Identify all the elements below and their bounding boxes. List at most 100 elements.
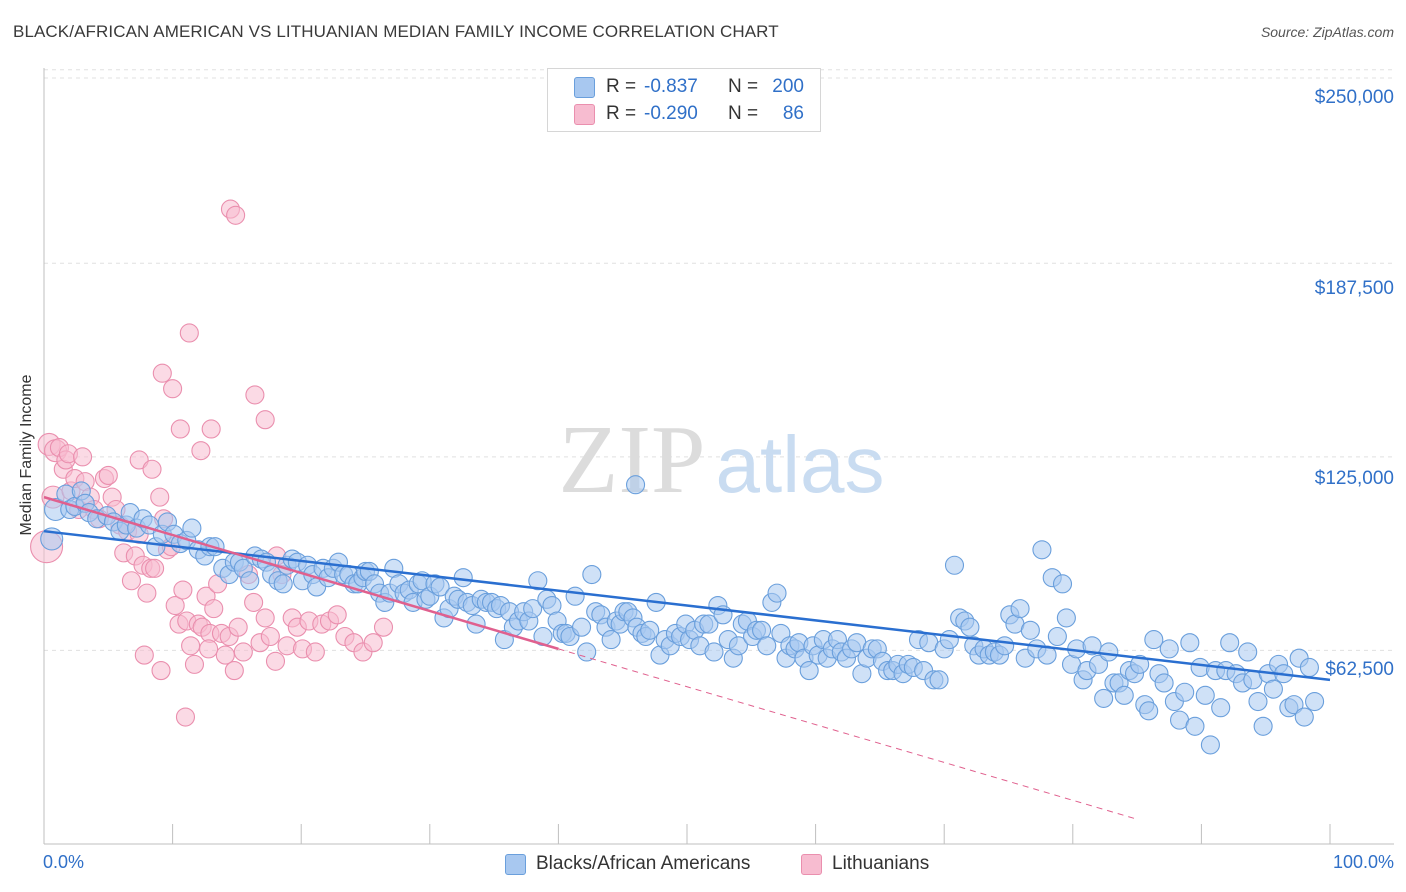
data-point: [199, 639, 219, 659]
data-point: [1190, 657, 1210, 678]
data-point: [255, 608, 275, 628]
data-point: [1056, 608, 1076, 628]
r-value: -0.290: [644, 103, 698, 124]
data-point: [1032, 540, 1052, 560]
data-point: [1180, 633, 1200, 653]
data-point: [373, 617, 394, 637]
data-point: [165, 595, 185, 616]
x-tick-min: 0.0%: [43, 852, 85, 872]
watermark: ZIP atlas: [559, 406, 885, 514]
data-point: [528, 571, 548, 591]
data-point: [1144, 630, 1164, 650]
data-point: [1284, 695, 1304, 715]
data-point: [121, 571, 141, 591]
data-point: [224, 661, 244, 681]
data-point: [929, 670, 949, 690]
data-point: [1305, 691, 1325, 712]
data-point: [363, 633, 383, 653]
data-point: [129, 450, 149, 470]
data-point: [728, 636, 748, 656]
data-point: [1088, 654, 1109, 674]
data-point: [181, 636, 201, 656]
data-point: [215, 645, 235, 665]
data-point: [1294, 707, 1314, 727]
data-point: [233, 642, 253, 662]
data-point: [582, 564, 602, 585]
data-point: [1010, 599, 1030, 619]
data-point: [1185, 716, 1205, 736]
data-point: [1175, 682, 1195, 702]
data-point: [1195, 685, 1215, 705]
data-point: [939, 630, 959, 650]
data-point: [1099, 642, 1119, 662]
r-label: R =: [606, 76, 637, 97]
data-point: [265, 651, 286, 671]
data-point: [1130, 654, 1150, 674]
data-point: [179, 323, 199, 343]
watermark-zip: ZIP: [559, 406, 706, 514]
data-point: [1159, 639, 1179, 659]
data-point: [565, 586, 585, 606]
y-tick-250000: $250,000: [1314, 87, 1394, 108]
data-point: [145, 558, 165, 578]
trend-line-blacks: [43, 529, 1331, 682]
data-point: [1052, 574, 1073, 594]
blue-swatch: [505, 854, 526, 875]
data-point: [523, 599, 543, 619]
data-point: [240, 571, 260, 591]
data-point: [1253, 716, 1273, 736]
y-tick-62500: $62,500: [1325, 659, 1394, 680]
data-point: [305, 642, 325, 662]
data-point: [1047, 626, 1067, 647]
watermark-atlas: atlas: [716, 420, 885, 509]
data-point: [260, 626, 280, 647]
n-value: 86: [782, 103, 804, 124]
data-point: [1020, 620, 1040, 640]
data-point: [277, 636, 297, 656]
data-point: [182, 518, 202, 538]
data-point: [799, 661, 819, 681]
data-point: [204, 599, 224, 619]
data-point: [244, 592, 264, 612]
data-point: [1082, 636, 1102, 656]
r-value: -0.837: [644, 76, 698, 97]
data-point: [173, 580, 193, 600]
data-point: [995, 636, 1015, 656]
pink-swatch: [574, 104, 595, 125]
n-label: N =: [728, 76, 759, 97]
n-value: 200: [772, 76, 804, 97]
data-point: [226, 205, 246, 225]
data-point: [699, 614, 719, 634]
data-point: [960, 617, 980, 637]
data-point: [1200, 735, 1220, 755]
data-point: [571, 617, 592, 637]
y-tick-125000: $125,000: [1314, 468, 1394, 489]
series-lithuanians: [30, 199, 394, 727]
data-point: [1114, 685, 1134, 705]
data-point: [184, 654, 205, 674]
data-point: [640, 620, 660, 640]
legend-label: Lithuanians: [832, 853, 930, 874]
data-point: [767, 583, 787, 603]
n-label: N =: [728, 103, 759, 124]
data-point: [626, 475, 646, 495]
data-point: [453, 568, 473, 588]
correlation-legend: R = -0.837 N = 200 R = -0.290 N = 86: [547, 68, 821, 132]
data-point: [577, 642, 597, 662]
data-point: [137, 583, 157, 603]
data-point: [601, 630, 621, 650]
legend-row-blacks: R = -0.837 N = 200: [548, 74, 820, 100]
data-point: [175, 707, 196, 727]
x-tick-max: 100.0%: [1332, 852, 1394, 872]
data-point: [245, 385, 265, 405]
data-point: [944, 555, 965, 575]
source-label: Source: ZipAtlas.com: [1260, 24, 1394, 40]
data-point: [163, 379, 183, 399]
blue-swatch: [574, 77, 595, 98]
y-tick-187500: $187,500: [1314, 278, 1394, 299]
data-point: [228, 617, 248, 637]
data-point: [1238, 642, 1258, 662]
legend-label: Blacks/African Americans: [536, 853, 751, 874]
data-point: [757, 636, 777, 656]
